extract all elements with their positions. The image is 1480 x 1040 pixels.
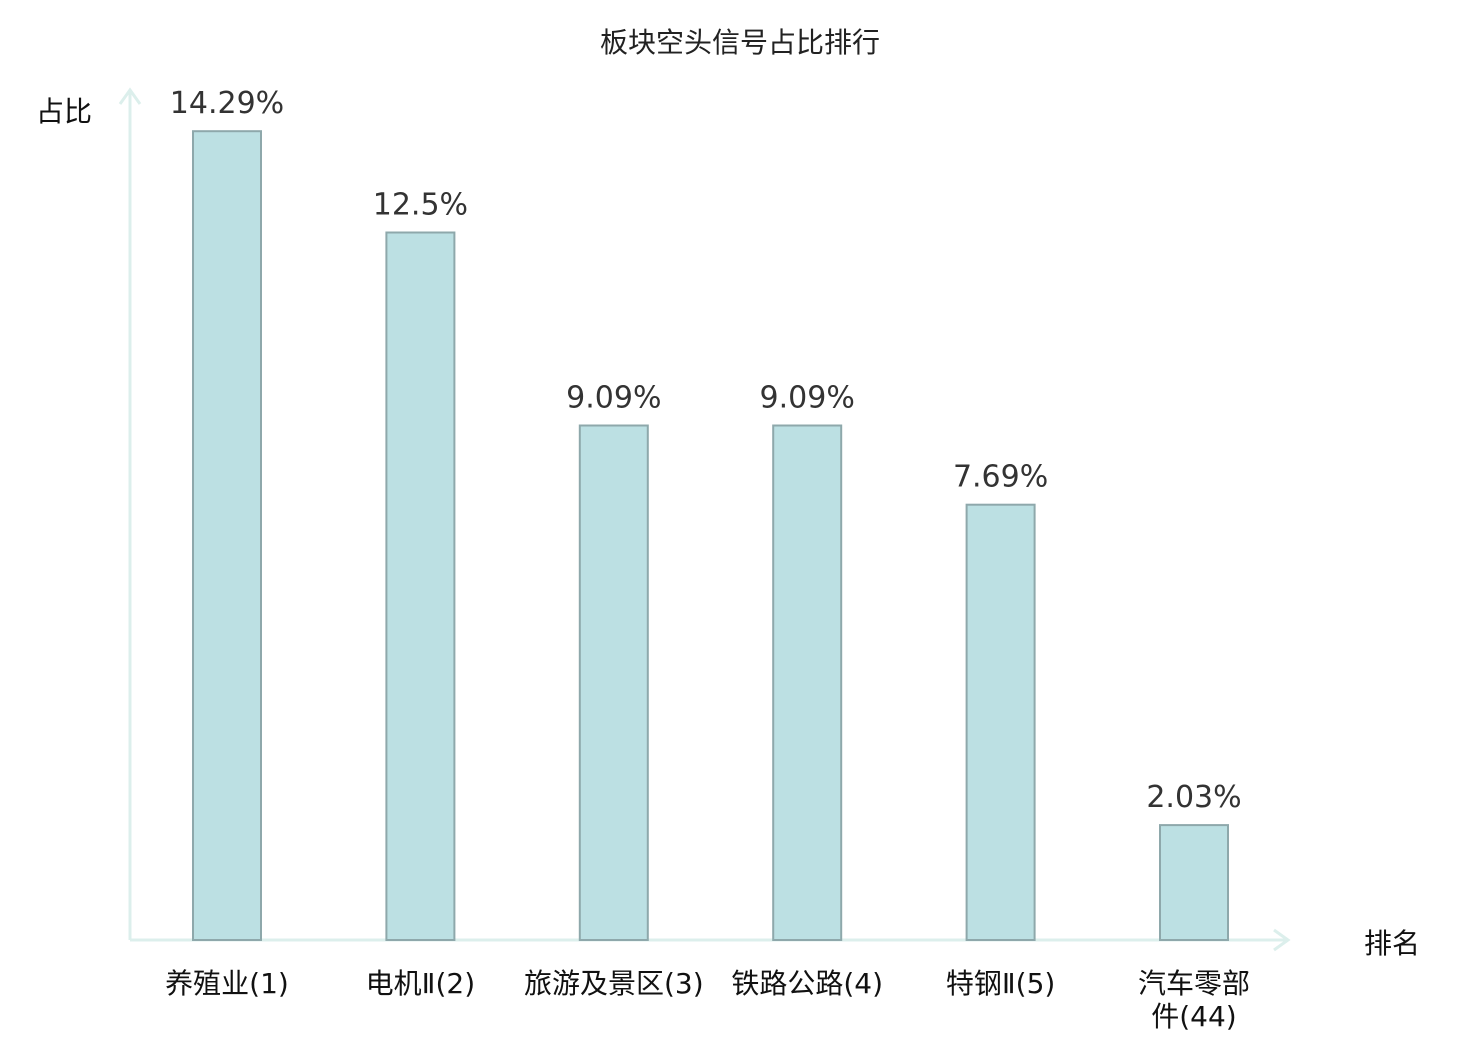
- bar-6: [1159, 824, 1229, 941]
- data-label-1: 14.29%: [170, 86, 284, 121]
- x-tick-label-4: 铁路公路(4): [731, 967, 883, 1000]
- data-label-6: 2.03%: [1146, 780, 1241, 815]
- bar-2: [385, 231, 456, 941]
- data-label-2: 12.5%: [373, 188, 468, 223]
- x-axis-label: 排名: [1364, 927, 1420, 960]
- x-tick-label-6: 汽车零部件(44): [1138, 967, 1250, 1033]
- y-axis-label: 占比: [36, 95, 92, 128]
- chart-title: 板块空头信号占比排行: [600, 26, 880, 59]
- x-tick-label-1: 养殖业(1): [165, 967, 289, 1000]
- x-axis-arrow: [1273, 928, 1291, 952]
- data-label-5: 7.69%: [953, 460, 1048, 495]
- x-tick-label-3: 旅游及景区(3): [524, 967, 704, 1000]
- data-label-4: 9.09%: [760, 381, 855, 416]
- x-tick-label-2: 电机Ⅱ(2): [366, 967, 475, 1000]
- x-tick-label-5: 特钢Ⅱ(5): [946, 967, 1055, 1000]
- bar-3: [578, 424, 649, 941]
- bar-4: [772, 424, 843, 941]
- bars-group: 14.29% 养殖业(1) 12.5% 电机Ⅱ(2) 9.09% 旅游及景区(3) 9.09…: [165, 86, 1250, 1033]
- data-label-3: 9.09%: [566, 381, 661, 416]
- bar-1: [192, 130, 262, 941]
- y-axis-arrow: [118, 87, 142, 105]
- bar-5: [965, 503, 1036, 941]
